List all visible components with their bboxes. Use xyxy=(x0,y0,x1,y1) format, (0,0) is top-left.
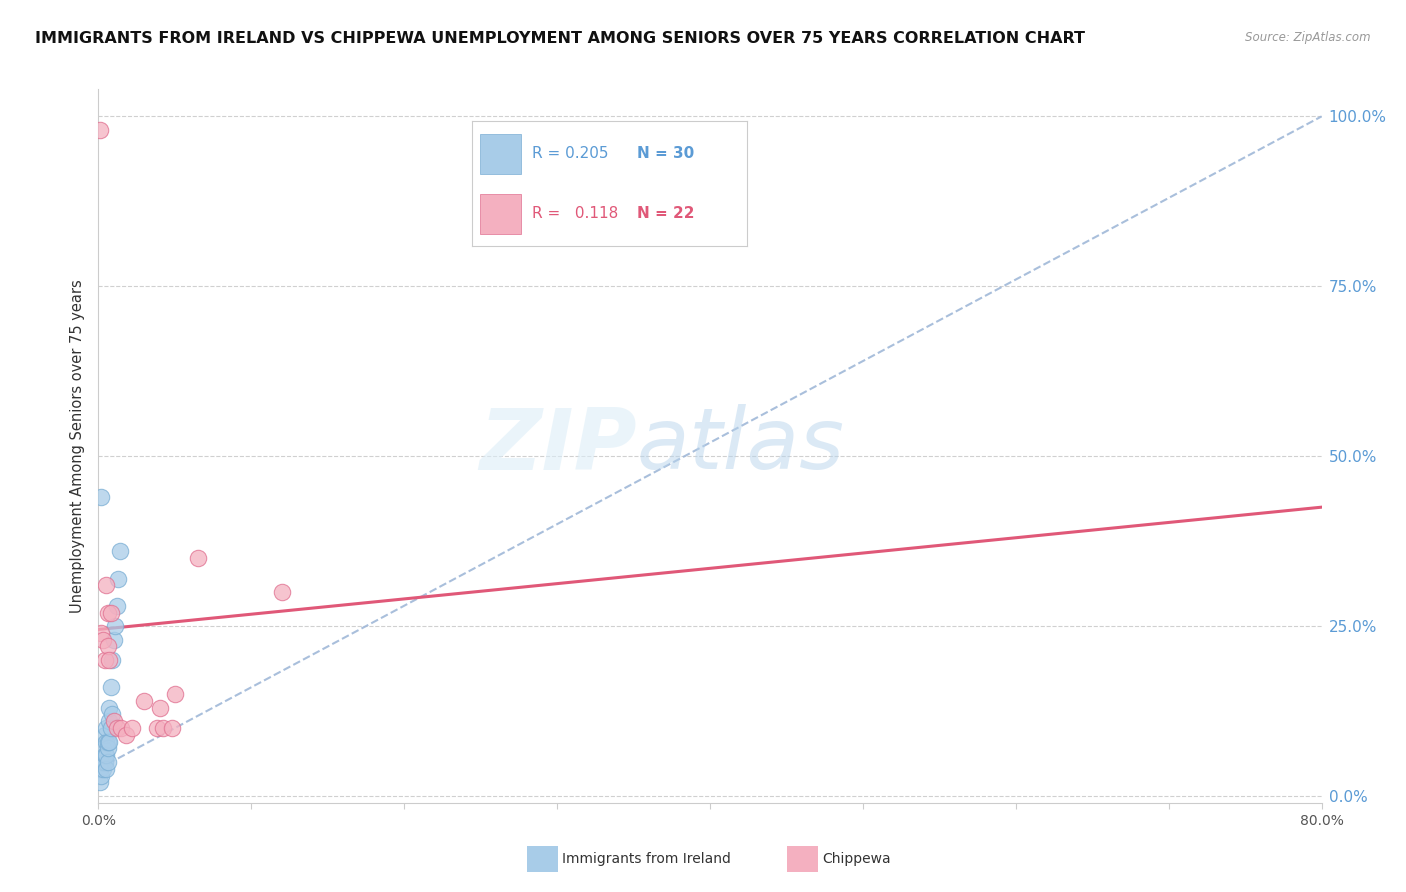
Point xyxy=(105,721,128,735)
Y-axis label: Unemployment Among Seniors over 75 years: Unemployment Among Seniors over 75 years xyxy=(70,279,86,613)
Point xyxy=(90,769,112,783)
Point xyxy=(91,762,114,776)
Point xyxy=(90,490,112,504)
Point xyxy=(105,599,128,613)
Text: Source: ZipAtlas.com: Source: ZipAtlas.com xyxy=(1246,31,1371,45)
Point xyxy=(98,653,121,667)
Point xyxy=(145,721,167,735)
Point xyxy=(103,632,125,647)
Point xyxy=(270,585,292,599)
Point xyxy=(97,741,120,756)
Point xyxy=(93,728,115,742)
Point xyxy=(134,694,156,708)
Point xyxy=(97,640,120,654)
Point xyxy=(149,700,172,714)
Point xyxy=(89,775,111,789)
Point xyxy=(94,748,117,763)
Point xyxy=(98,700,121,714)
Point xyxy=(91,741,114,756)
Point xyxy=(91,755,114,769)
Point xyxy=(98,734,121,748)
Point xyxy=(90,626,112,640)
Point xyxy=(108,544,131,558)
Point xyxy=(110,721,132,735)
Point xyxy=(93,755,115,769)
Point xyxy=(163,687,186,701)
Point xyxy=(89,762,111,776)
Point xyxy=(115,728,138,742)
Text: ZIP: ZIP xyxy=(479,404,637,488)
Text: Chippewa: Chippewa xyxy=(823,852,891,866)
Point xyxy=(91,632,114,647)
Point xyxy=(187,551,209,566)
Point xyxy=(121,721,143,735)
Text: IMMIGRANTS FROM IRELAND VS CHIPPEWA UNEMPLOYMENT AMONG SENIORS OVER 75 YEARS COR: IMMIGRANTS FROM IRELAND VS CHIPPEWA UNEM… xyxy=(35,31,1085,46)
Text: Immigrants from Ireland: Immigrants from Ireland xyxy=(562,852,731,866)
Point xyxy=(90,755,112,769)
Point xyxy=(93,653,115,667)
Point xyxy=(97,606,120,620)
Point xyxy=(107,572,129,586)
Point xyxy=(98,714,121,729)
Point xyxy=(97,755,120,769)
Point xyxy=(103,714,125,729)
Point xyxy=(94,762,117,776)
Point xyxy=(100,680,122,694)
Point xyxy=(94,721,117,735)
Point xyxy=(94,734,117,748)
Point xyxy=(101,707,124,722)
Point xyxy=(89,123,111,137)
Point xyxy=(100,721,122,735)
Point xyxy=(97,734,120,748)
Point xyxy=(160,721,183,735)
Point xyxy=(100,606,122,620)
Point xyxy=(101,653,124,667)
Point xyxy=(93,748,115,763)
Point xyxy=(104,619,127,633)
Text: atlas: atlas xyxy=(637,404,845,488)
Point xyxy=(94,578,117,592)
Point xyxy=(152,721,174,735)
